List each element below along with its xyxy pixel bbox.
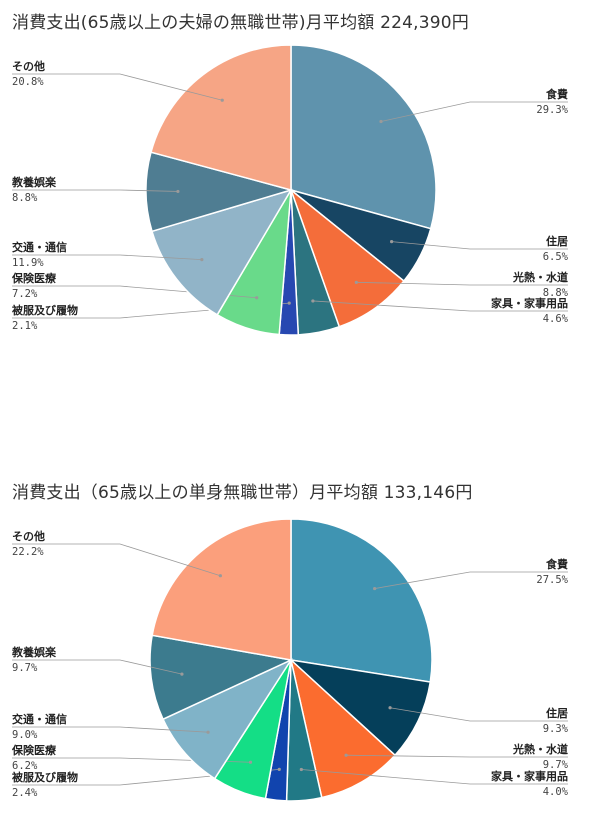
pie-slice-other — [151, 518, 292, 661]
leader-line — [12, 543, 221, 577]
pie-chart-svg: 食費29.3%住居6.5%光熱・水道8.8%家具・家事用品4.6%被服及び履物2… — [11, 44, 569, 336]
leader-line — [12, 726, 209, 733]
pie-chart-couple-households: 消費支出(65歳以上の夫婦の無職世帯)月平均額 224,390円 食費 29.3%… — [0, 0, 591, 400]
slice-label-furniture: 家具・家事用品 — [491, 296, 568, 310]
slice-label-medical: 保険医療 — [11, 271, 57, 285]
leader-dot — [390, 240, 394, 244]
slice-value-recreation: 9.7% — [12, 662, 38, 674]
leader-line — [346, 754, 568, 758]
pie-slice-housing — [288, 658, 432, 757]
leader-dot — [176, 189, 180, 194]
slice-label-housing: 住居 — [546, 706, 568, 720]
slice-label-recreation: 教養娯楽 — [11, 175, 57, 189]
slice-label-food: 食費 — [546, 87, 568, 101]
leader-dot — [180, 672, 184, 676]
pie-slice-transport — [162, 658, 294, 780]
pie-slice-food — [290, 518, 433, 683]
slice-value-other: 22.2% — [12, 546, 44, 558]
slice-value-utilities: 9.7% — [543, 759, 569, 771]
leader-dot — [277, 767, 281, 771]
leader-line — [12, 189, 178, 192]
pie-chart-single-households: 消費支出（65歳以上の単身無職世帯）月平均額 133,146円 食費 27.5% 住… — [0, 470, 591, 816]
pie-slice-recreation — [149, 634, 294, 721]
slice-label-medical: 保険医療 — [11, 743, 57, 757]
leader-dot — [299, 767, 303, 772]
slice-value-recreation: 8.8% — [12, 192, 38, 204]
leader-dot — [287, 301, 291, 305]
leader-line — [374, 571, 568, 589]
leader-dot — [248, 760, 253, 764]
leader-line — [380, 101, 568, 122]
leader-line — [356, 281, 568, 286]
pie-slice-utilities — [289, 657, 397, 799]
slice-label-other: その他 — [12, 529, 45, 543]
leader-dot — [255, 296, 259, 300]
slice-value-clothing: 2.4% — [12, 787, 38, 799]
slice-value-housing: 6.5% — [543, 251, 569, 263]
leader-dot — [388, 706, 392, 710]
slice-label-utilities: 光熱・水道 — [512, 742, 568, 756]
leader-dot — [344, 753, 348, 757]
leader-line — [301, 769, 568, 785]
chart-title: 消費支出（65歳以上の単身無職世帯）月平均額 133,146円 — [12, 483, 473, 503]
leader-line — [12, 659, 183, 675]
leader-dot — [311, 299, 315, 303]
leader-line — [12, 73, 223, 101]
leader-line — [12, 254, 202, 260]
slice-value-transport: 11.9% — [12, 257, 44, 269]
leader-dot — [220, 98, 224, 102]
slice-value-clothing: 2.1% — [12, 320, 38, 332]
slice-value-other: 20.8% — [12, 76, 44, 88]
slice-value-transport: 9.0% — [12, 729, 38, 741]
leader-dot — [373, 586, 377, 591]
slice-value-food: 29.3% — [536, 104, 568, 116]
leader-dot — [200, 258, 204, 262]
slice-value-food: 27.5% — [536, 574, 568, 586]
leader-dot — [354, 280, 358, 284]
slice-label-other: その他 — [12, 59, 45, 73]
leader-line — [391, 241, 568, 250]
leader-line — [312, 300, 568, 312]
slice-label-transport: 交通・通信 — [12, 240, 67, 254]
slice-value-furniture: 4.6% — [543, 313, 569, 325]
chart-title: 消費支出(65歳以上の夫婦の無職世帯)月平均額 224,390円 — [12, 13, 469, 33]
slice-label-recreation: 教養娯楽 — [11, 645, 57, 659]
leader-dot — [206, 730, 210, 734]
slice-label-clothing: 被服及び履物 — [12, 303, 78, 317]
leader-dot — [218, 574, 222, 578]
pie-slice-other — [150, 44, 292, 191]
slice-label-transport: 交通・通信 — [12, 712, 67, 726]
slice-label-housing: 住居 — [546, 234, 568, 248]
pie-slice-food — [290, 44, 437, 230]
slice-value-furniture: 4.0% — [543, 786, 569, 798]
slice-label-furniture: 家具・家事用品 — [491, 769, 568, 783]
slice-value-medical: 6.2% — [12, 760, 38, 772]
slice-label-utilities: 光熱・水道 — [512, 270, 568, 284]
slice-value-housing: 9.3% — [543, 723, 569, 735]
slice-value-medical: 7.2% — [12, 288, 38, 300]
slice-value-utilities: 8.8% — [543, 287, 569, 299]
slice-label-food: 食費 — [546, 557, 568, 571]
pie-chart-svg: 食費27.5%住居9.3%光熱・水道9.7%家具・家事用品4.0%被服及び履物2… — [11, 518, 569, 802]
leader-line — [390, 707, 568, 722]
leader-dot — [379, 119, 383, 124]
slice-label-clothing: 被服及び履物 — [12, 770, 78, 784]
